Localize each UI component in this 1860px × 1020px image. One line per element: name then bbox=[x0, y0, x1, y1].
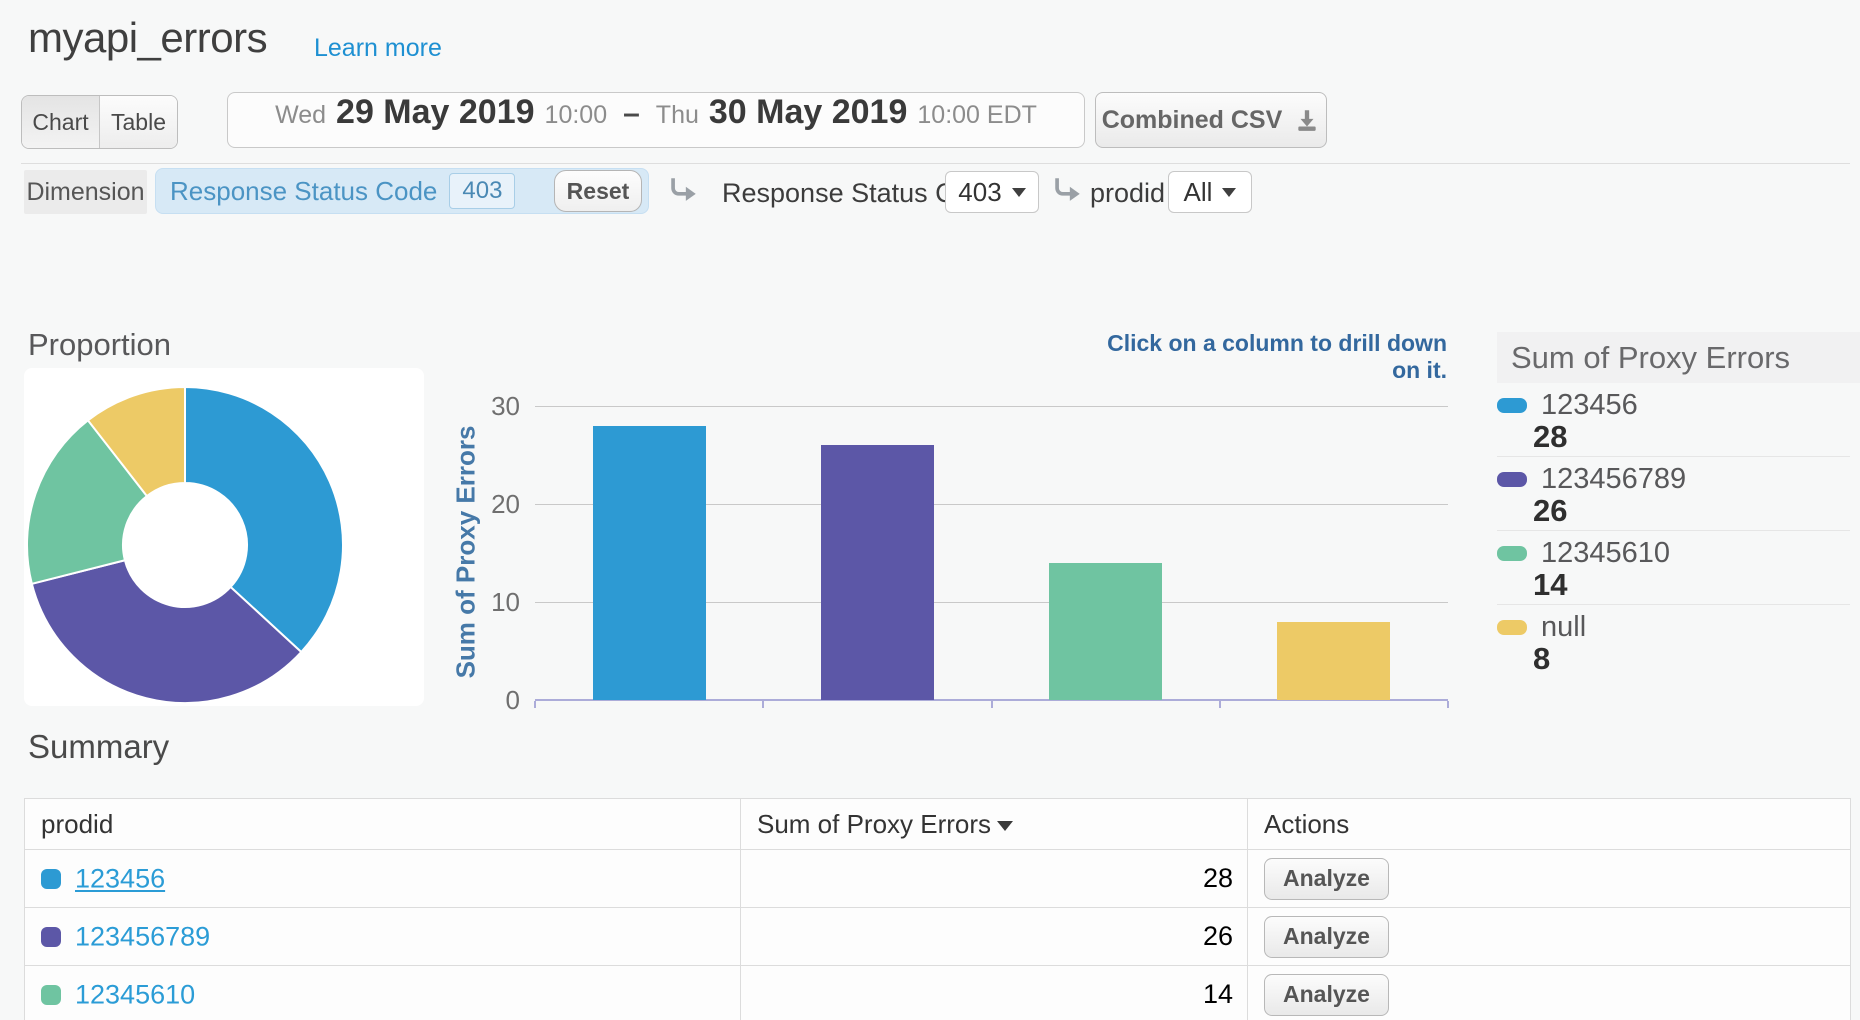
sum-of-proxy-errors-value: 26 bbox=[741, 908, 1248, 966]
chart-legend: 12345628123456789261234561014null8 bbox=[1497, 383, 1850, 678]
date-range-picker[interactable]: Wed 29 May 2019 10:00 – Thu 30 May 2019 … bbox=[227, 92, 1085, 148]
end-day: Thu bbox=[656, 101, 699, 130]
legend-label: 123456789 bbox=[1541, 463, 1686, 496]
drilldown-prodid-select[interactable]: All bbox=[1168, 171, 1252, 213]
analyze-button[interactable]: Analyze bbox=[1264, 974, 1389, 1016]
drilldown-dimension-select[interactable]: 403 bbox=[945, 171, 1039, 213]
y-axis-tick-label: 20 bbox=[440, 489, 520, 519]
x-axis-tick bbox=[762, 701, 764, 708]
start-day: Wed bbox=[275, 101, 326, 130]
prodid-swatch-icon bbox=[41, 985, 61, 1005]
bar-123456[interactable] bbox=[593, 426, 706, 700]
legend-value: 8 bbox=[1533, 643, 1850, 675]
legend-item-null: null8 bbox=[1497, 605, 1850, 678]
bar-123456789[interactable] bbox=[821, 445, 934, 700]
legend-label: null bbox=[1541, 611, 1586, 644]
prodid-link[interactable]: 123456789 bbox=[75, 922, 210, 952]
sum-of-proxy-errors-value: 14 bbox=[741, 966, 1248, 1020]
prodid-link[interactable]: 12345610 bbox=[75, 980, 195, 1010]
sort-desc-icon bbox=[997, 821, 1013, 831]
page-title: myapi_errors bbox=[28, 14, 267, 62]
combined-csv-button[interactable]: Combined CSV bbox=[1095, 92, 1327, 148]
dashboard-page: myapi_errors Learn more Chart Table Wed … bbox=[0, 0, 1860, 1020]
legend-value: 26 bbox=[1533, 495, 1850, 527]
legend-title: Sum of Proxy Errors bbox=[1497, 332, 1860, 383]
active-filter-value-badge: 403 bbox=[449, 173, 515, 209]
drilldown-dimension-value: 403 bbox=[958, 177, 1001, 208]
column-header-actions: Actions bbox=[1248, 799, 1851, 850]
prodid-swatch-icon bbox=[41, 927, 61, 947]
summary-table: prodid Sum of Proxy Errors Actions 12345… bbox=[24, 798, 1851, 1020]
legend-swatch-icon bbox=[1497, 398, 1527, 413]
dimension-label: Dimension bbox=[24, 170, 147, 214]
tab-table[interactable]: Table bbox=[99, 96, 177, 148]
chevron-down-icon bbox=[1222, 188, 1236, 197]
end-time: 10:00 EDT bbox=[917, 101, 1037, 130]
x-axis-tick bbox=[1447, 701, 1449, 708]
legend-label: 12345610 bbox=[1541, 537, 1670, 570]
start-time: 10:00 bbox=[545, 101, 608, 130]
legend-item-123456: 12345628 bbox=[1497, 383, 1850, 457]
prodid-link[interactable]: 123456 bbox=[75, 864, 165, 894]
tab-chart[interactable]: Chart bbox=[22, 96, 99, 148]
drilldown-arrow-icon bbox=[1050, 174, 1084, 208]
y-axis-tick-label: 30 bbox=[440, 391, 520, 421]
legend-label: 123456 bbox=[1541, 389, 1638, 422]
table-row-123456789: 123456789 26 Analyze bbox=[25, 908, 1851, 966]
table-row-12345610: 12345610 14 Analyze bbox=[25, 966, 1851, 1020]
proportion-donut-card bbox=[24, 368, 424, 706]
x-axis-tick bbox=[991, 701, 993, 708]
start-date: 29 May 2019 bbox=[336, 93, 535, 132]
date-range-dash: – bbox=[623, 97, 640, 131]
table-row-123456: 123456 28 Analyze bbox=[25, 850, 1851, 908]
legend-item-123456789: 12345678926 bbox=[1497, 457, 1850, 531]
legend-swatch-icon bbox=[1497, 472, 1527, 487]
legend-swatch-icon bbox=[1497, 546, 1527, 561]
analyze-button[interactable]: Analyze bbox=[1264, 858, 1389, 900]
combined-csv-label: Combined CSV bbox=[1102, 106, 1283, 135]
y-axis-tick-label: 10 bbox=[440, 587, 520, 617]
drilldown-prodid-value: All bbox=[1184, 177, 1213, 208]
summary-table-header-row: prodid Sum of Proxy Errors Actions bbox=[25, 799, 1851, 850]
sum-of-proxy-errors-value: 28 bbox=[741, 850, 1248, 908]
view-toggle: Chart Table bbox=[21, 95, 178, 149]
gridline-y-30 bbox=[535, 406, 1448, 407]
drilldown-prodid-label: prodid bbox=[1090, 178, 1165, 209]
legend-swatch-icon bbox=[1497, 620, 1527, 635]
drilldown-arrow-icon bbox=[666, 174, 700, 208]
legend-value: 14 bbox=[1533, 569, 1850, 601]
column-header-prodid[interactable]: prodid bbox=[25, 799, 741, 850]
legend-item-12345610: 1234561014 bbox=[1497, 531, 1850, 605]
drilldown-hint: Click on a column to drill down on it. bbox=[1077, 330, 1447, 384]
prodid-swatch-icon bbox=[41, 869, 61, 889]
toolbar-divider bbox=[21, 163, 1850, 164]
bar-12345610[interactable] bbox=[1049, 563, 1162, 700]
summary-heading: Summary bbox=[28, 728, 169, 766]
proportion-donut-chart bbox=[24, 368, 424, 706]
reset-button[interactable]: Reset bbox=[554, 170, 642, 212]
download-icon bbox=[1294, 107, 1320, 133]
y-axis-tick-label: 0 bbox=[440, 685, 520, 715]
active-filter-name: Response Status Code bbox=[170, 176, 437, 207]
chevron-down-icon bbox=[1012, 188, 1026, 197]
column-header-sum[interactable]: Sum of Proxy Errors bbox=[741, 799, 1248, 850]
learn-more-link[interactable]: Learn more bbox=[314, 34, 442, 63]
y-axis-title: Sum of Proxy Errors bbox=[451, 426, 482, 679]
proportion-title: Proportion bbox=[28, 327, 171, 363]
legend-value: 28 bbox=[1533, 421, 1850, 453]
x-axis-tick bbox=[534, 701, 536, 708]
end-date: 30 May 2019 bbox=[709, 93, 908, 132]
bar-null[interactable] bbox=[1277, 622, 1390, 700]
analyze-button[interactable]: Analyze bbox=[1264, 916, 1389, 958]
active-filter-pill: Response Status Code 403 Reset bbox=[155, 168, 649, 214]
x-axis-tick bbox=[1219, 701, 1221, 708]
